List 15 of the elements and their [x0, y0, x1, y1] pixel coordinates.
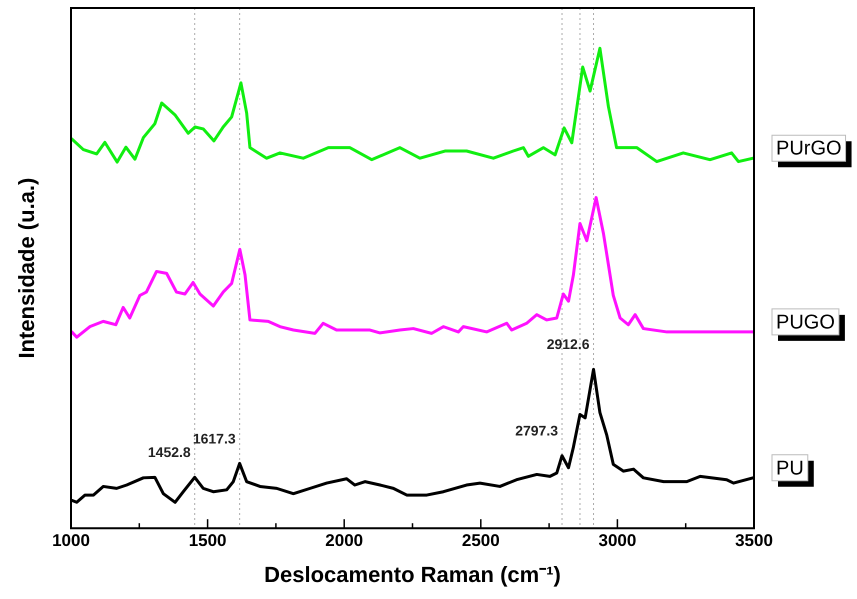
x-tick-label: 3500	[735, 531, 773, 550]
annotation: 1617.3	[192, 430, 236, 446]
series-label: PU	[776, 457, 804, 480]
x-tick-label: 2000	[325, 531, 364, 550]
x-tick-label: 2500	[462, 531, 500, 550]
x-axis-title: Deslocamento Raman (cm⁻¹)	[264, 562, 561, 587]
annotation: 2912.6	[546, 336, 590, 352]
x-tick-label: 1500	[188, 531, 227, 550]
x-tick-label: 1000	[52, 531, 90, 550]
y-axis-title: Intensidade (u.a.)	[14, 178, 40, 359]
series-label: PUGO	[776, 311, 835, 334]
annotation: 2797.3	[515, 422, 558, 439]
x-tick-label: 3000	[598, 531, 636, 550]
annotation: 1452.8	[148, 444, 191, 460]
series-label: PUrGO	[776, 138, 842, 160]
